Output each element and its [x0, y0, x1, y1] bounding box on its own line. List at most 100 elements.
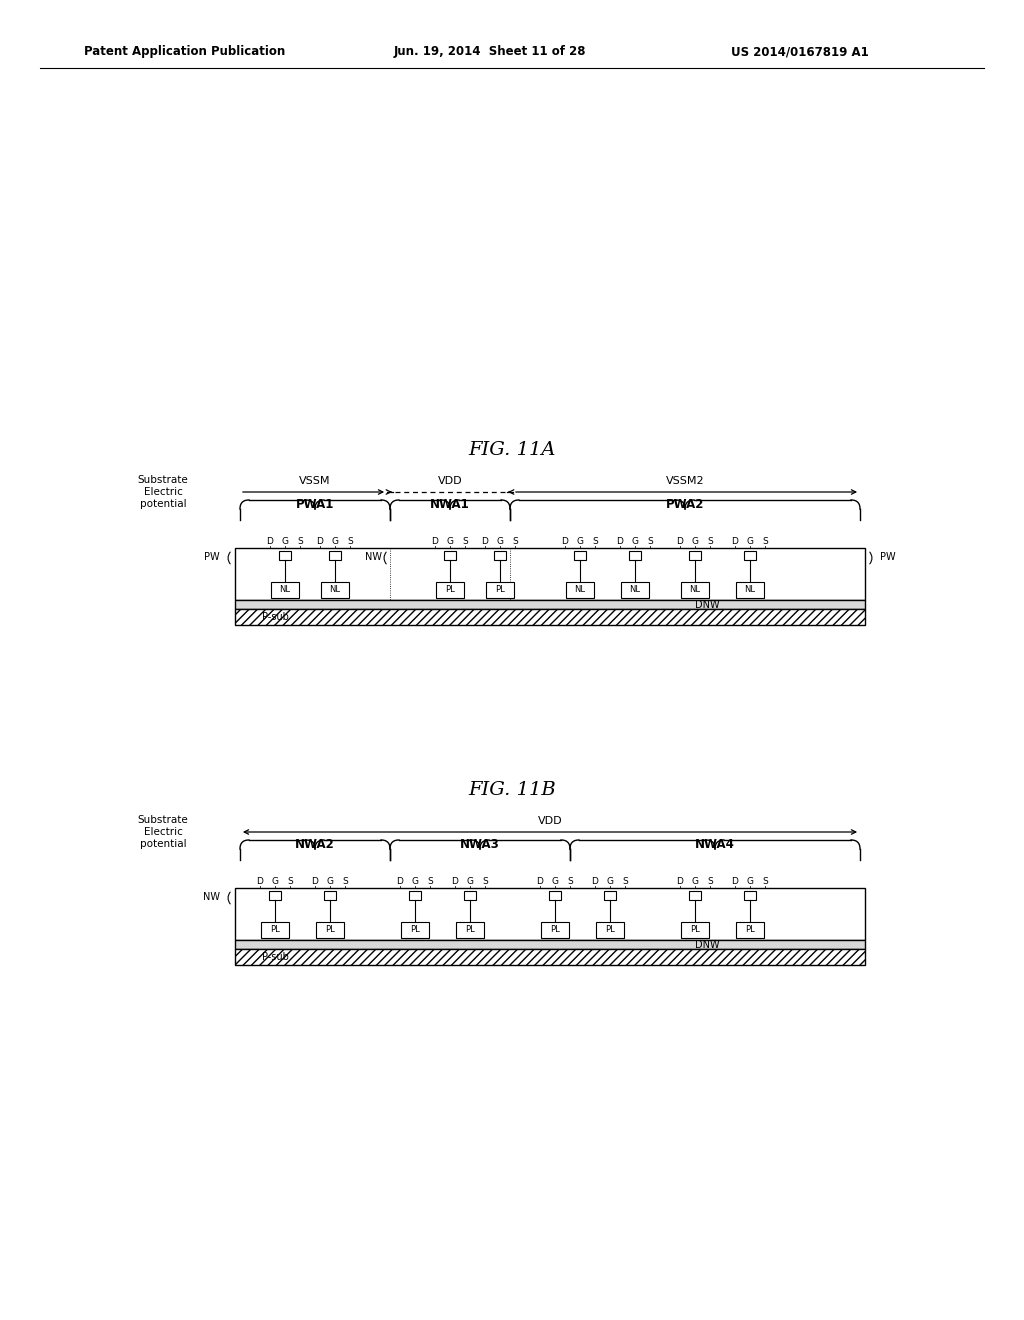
- Bar: [234, 888, 865, 940]
- Text: D: D: [481, 536, 488, 545]
- Text: D: D: [266, 536, 273, 545]
- Bar: [689, 891, 701, 900]
- Text: PL: PL: [270, 925, 280, 935]
- Bar: [494, 550, 506, 560]
- Text: S: S: [592, 536, 598, 545]
- Text: S: S: [512, 536, 518, 545]
- Text: G: G: [271, 876, 279, 886]
- Text: S: S: [762, 876, 768, 886]
- Text: NL: NL: [280, 586, 291, 594]
- Text: D: D: [677, 536, 683, 545]
- Bar: [279, 550, 291, 560]
- Bar: [456, 921, 484, 939]
- Bar: [261, 921, 289, 939]
- Bar: [234, 548, 865, 601]
- Text: D: D: [316, 536, 324, 545]
- Bar: [744, 891, 756, 900]
- Text: D: D: [561, 536, 568, 545]
- Text: PL: PL: [690, 925, 699, 935]
- Text: D: D: [396, 876, 403, 886]
- Text: NWA4: NWA4: [695, 838, 735, 851]
- Bar: [541, 921, 569, 939]
- Bar: [324, 891, 336, 900]
- Text: Jun. 19, 2014  Sheet 11 of 28: Jun. 19, 2014 Sheet 11 of 28: [394, 45, 587, 58]
- Text: D: D: [537, 876, 544, 886]
- Text: G: G: [746, 876, 754, 886]
- Text: PL: PL: [496, 586, 505, 594]
- Bar: [681, 921, 709, 939]
- Text: P-sub: P-sub: [261, 612, 289, 622]
- Text: S: S: [482, 876, 487, 886]
- Text: S: S: [287, 876, 293, 886]
- Text: G: G: [606, 876, 613, 886]
- Text: PW: PW: [205, 552, 220, 562]
- Text: G: G: [282, 536, 289, 545]
- Bar: [409, 891, 421, 900]
- Text: S: S: [762, 536, 768, 545]
- Bar: [444, 550, 456, 560]
- Bar: [329, 550, 341, 560]
- Text: DNW: DNW: [695, 940, 720, 949]
- Text: Patent Application Publication: Patent Application Publication: [84, 45, 286, 58]
- Text: S: S: [567, 876, 572, 886]
- Bar: [316, 921, 344, 939]
- Bar: [744, 550, 756, 560]
- Text: G: G: [446, 536, 454, 545]
- Text: NL: NL: [330, 586, 341, 594]
- Text: D: D: [257, 876, 263, 886]
- Text: D: D: [592, 876, 598, 886]
- Bar: [234, 949, 865, 965]
- Text: S: S: [347, 536, 353, 545]
- Text: NL: NL: [574, 586, 586, 594]
- Text: P-sub: P-sub: [261, 952, 289, 962]
- Bar: [549, 891, 561, 900]
- Text: G: G: [632, 536, 639, 545]
- Text: S: S: [342, 876, 348, 886]
- Bar: [736, 582, 764, 598]
- Text: G: G: [327, 876, 334, 886]
- Text: FIG. 11A: FIG. 11A: [468, 441, 556, 459]
- Bar: [436, 582, 464, 598]
- Text: S: S: [297, 536, 303, 545]
- Bar: [681, 582, 709, 598]
- Bar: [566, 582, 594, 598]
- Bar: [401, 921, 429, 939]
- Text: PWA2: PWA2: [666, 499, 705, 511]
- Bar: [269, 891, 281, 900]
- Text: NWA1: NWA1: [430, 499, 470, 511]
- Text: PL: PL: [605, 925, 614, 935]
- Text: G: G: [467, 876, 473, 886]
- Text: G: G: [691, 536, 698, 545]
- Text: NW: NW: [203, 892, 220, 902]
- Text: PL: PL: [745, 925, 755, 935]
- Text: S: S: [462, 536, 468, 545]
- Bar: [689, 550, 701, 560]
- Text: Substrate
Electric
potential: Substrate Electric potential: [137, 816, 188, 849]
- Text: D: D: [731, 536, 738, 545]
- Text: G: G: [497, 536, 504, 545]
- Text: PWA1: PWA1: [296, 499, 334, 511]
- Text: S: S: [647, 536, 653, 545]
- Text: PW: PW: [880, 552, 896, 562]
- Text: G: G: [691, 876, 698, 886]
- Bar: [271, 582, 299, 598]
- Text: FIG. 11B: FIG. 11B: [468, 781, 556, 799]
- Bar: [629, 550, 641, 560]
- Text: NWA2: NWA2: [295, 838, 335, 851]
- Text: DNW: DNW: [695, 599, 720, 610]
- Text: NL: NL: [630, 586, 640, 594]
- Text: VDD: VDD: [538, 816, 562, 826]
- Bar: [321, 582, 349, 598]
- Text: VSSM2: VSSM2: [666, 477, 705, 486]
- Text: PL: PL: [465, 925, 475, 935]
- Text: D: D: [431, 536, 438, 545]
- Bar: [621, 582, 649, 598]
- Text: PL: PL: [550, 925, 560, 935]
- Text: PL: PL: [411, 925, 420, 935]
- Text: G: G: [746, 536, 754, 545]
- Text: S: S: [708, 876, 713, 886]
- Text: S: S: [708, 536, 713, 545]
- Bar: [596, 921, 624, 939]
- Bar: [464, 891, 476, 900]
- Text: S: S: [427, 876, 433, 886]
